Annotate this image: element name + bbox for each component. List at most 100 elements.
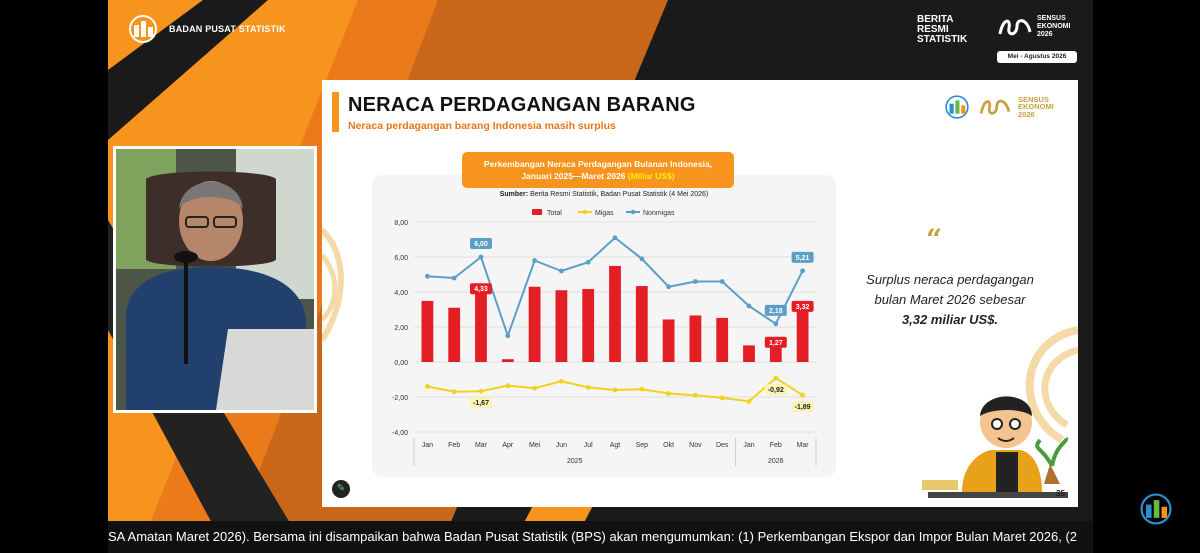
sensus-line: 2026: [1037, 31, 1053, 38]
brs-logo-line: RESMI: [917, 24, 949, 35]
data-label-bg: [764, 336, 787, 348]
data-label: -1,89: [795, 404, 811, 411]
bar-total: [555, 290, 568, 362]
point-migas: [425, 384, 430, 389]
y-tick-label: -4,00: [392, 430, 408, 437]
point-nonmigas: [559, 268, 564, 274]
slide-title: NERACA PERDAGANGAN BARANG: [348, 94, 696, 116]
point-migas: [451, 389, 457, 395]
slide-logos: SENSUS EKONOMI 2026: [942, 94, 1054, 120]
point-nonmigas: [478, 254, 484, 260]
y-tick-label: 0,00: [394, 360, 408, 367]
data-label: 1,27: [769, 340, 783, 347]
point-migas: [773, 375, 779, 381]
microphone-icon: [174, 251, 198, 263]
legend-marker: [630, 209, 636, 215]
plant-pot: [1044, 464, 1060, 484]
brs-logo: BERITA RESMI STATISTIK: [917, 15, 967, 45]
quote-highlight: 3,32 miliar US$.: [901, 312, 999, 327]
slide-logo-line: 2026: [1018, 109, 1035, 119]
ticker-text: SA Amatan Maret 2026). Bersama ini disam…: [108, 529, 1078, 544]
data-label: 2,18: [769, 308, 783, 315]
edit-pen-icon[interactable]: ✎: [332, 480, 350, 498]
mascot-smile: [997, 437, 1015, 442]
bar-total: [528, 286, 541, 362]
point-nonmigas: [451, 275, 457, 281]
legend-label: Total: [547, 210, 562, 217]
point-migas: [559, 378, 564, 384]
bar-total: [769, 339, 782, 362]
legend-label: Nonmigas: [643, 210, 675, 217]
y-tick-label: 6,00: [394, 255, 408, 262]
point-nonmigas: [800, 268, 805, 274]
data-label-bg: [791, 300, 814, 312]
y-tick-label: -2,00: [392, 395, 408, 402]
data-label-bg: [764, 384, 787, 396]
data-label: 6,00: [474, 241, 488, 248]
chart-heading: Perkembangan Neraca Perdagangan Bulanan …: [462, 152, 734, 188]
point-nonmigas: [425, 273, 430, 279]
x-tick-label: Agt: [610, 442, 621, 449]
point-nonmigas: [693, 279, 698, 284]
chart-source: Sumber: Berita Resmi Statistik, Badan Pu…: [322, 191, 886, 198]
point-migas: [666, 391, 671, 396]
mascot-illustration: [922, 396, 1069, 498]
trade-balance-chart: 8,00 6,00 4,00 2,00 0,00 -2,00 -4,00 Total Migas…: [392, 209, 817, 466]
year-label: 2025: [567, 458, 583, 465]
news-ticker: SA Amatan Maret 2026). Bersama ini disam…: [108, 521, 1093, 553]
bar-total: [582, 289, 595, 362]
mascot-vest: [996, 452, 1018, 492]
x-tick-label: Mar: [475, 442, 488, 449]
data-label-bg: [791, 401, 814, 413]
sensus-line: SENSUS: [1037, 15, 1066, 22]
x-tick-label: Okt: [663, 442, 674, 449]
org-label: BADAN PUSAT STATISTIK: [169, 24, 286, 34]
bps-header: BADAN PUSAT STATISTIK: [125, 14, 286, 44]
x-tick-label: Nov: [689, 442, 702, 449]
glasses-icon: [185, 216, 209, 228]
point-migas: [719, 395, 725, 401]
year-label: 2026: [768, 458, 784, 465]
plant-leaves: [1035, 437, 1069, 467]
legend-marker: [582, 209, 588, 215]
chart-source-label: Sumber:: [499, 191, 529, 198]
bar-total: [635, 286, 648, 362]
chart-heading-line: Januari 2025—Maret 2026: [521, 171, 626, 181]
sensus-swirl-icon: [979, 99, 1011, 115]
bar-total: [716, 317, 729, 362]
bps-logo-icon: [945, 95, 969, 119]
glasses-icon: [213, 216, 237, 228]
x-tick-label: Mei: [529, 442, 541, 449]
bar-total: [743, 345, 755, 362]
laptop-icon: [216, 329, 314, 410]
slide-logo-line: EKONOMI: [1018, 102, 1054, 112]
slide-logo-line: SENSUS: [1018, 94, 1049, 104]
mascot-hair: [980, 396, 1032, 416]
x-tick-label: Jun: [556, 442, 567, 449]
point-migas: [585, 384, 591, 390]
chart-heading-unit: (Miliar US$): [627, 171, 675, 181]
point-nonmigas: [612, 235, 618, 241]
quote-body: Surplus neraca perdagangan bulan Maret 2…: [866, 272, 1034, 307]
decor-arc: [322, 227, 344, 342]
data-label: 5,21: [796, 255, 810, 262]
data-label: -1,67: [473, 400, 489, 407]
bar-total: [448, 307, 461, 362]
bar-total: [475, 286, 487, 362]
sensus-logo: SENSUS EKONOMI 2026: [997, 14, 1070, 40]
backdrop-black-stripe: [108, 0, 268, 140]
decor-arc: [322, 253, 338, 322]
bar-total: [501, 359, 514, 362]
data-label-bg: [470, 238, 492, 249]
x-tick-label: Mar: [797, 442, 810, 449]
y-tick-label: 8,00: [394, 220, 408, 227]
x-tick-label: Jan: [743, 442, 754, 449]
presenter-head: [179, 181, 243, 261]
point-nonmigas: [532, 258, 537, 263]
bar-total: [421, 300, 434, 362]
point-migas: [505, 383, 511, 389]
slide-decorations: [322, 227, 1078, 444]
brs-logo-line: STATISTIK: [917, 34, 968, 45]
point-nonmigas: [505, 333, 511, 339]
point-nonmigas: [719, 279, 725, 284]
